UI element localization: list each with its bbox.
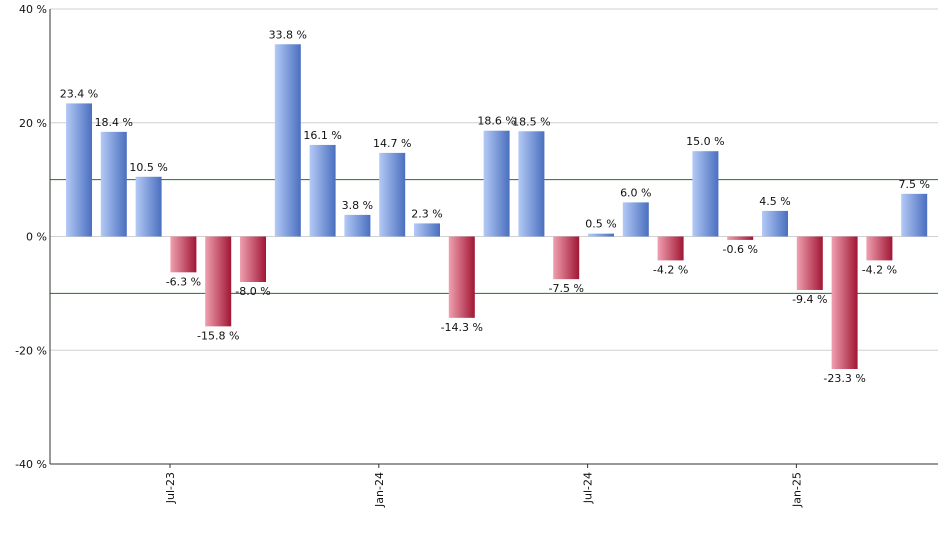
bar[interactable] xyxy=(657,236,684,261)
bar-value-label: -15.8 % xyxy=(197,329,239,342)
bar[interactable] xyxy=(483,130,510,237)
bar-value-label: 3.8 % xyxy=(342,199,373,212)
bar[interactable] xyxy=(796,236,823,290)
x-tick-label: Jan-25 xyxy=(790,472,803,508)
bar-value-label: 2.3 % xyxy=(411,207,442,220)
bar-value-label: 18.5 % xyxy=(512,115,550,128)
bar[interactable] xyxy=(448,236,475,318)
y-tick-label: -40 % xyxy=(15,458,47,471)
bar-value-label: -0.6 % xyxy=(722,243,757,256)
bar-value-label: 0.5 % xyxy=(585,218,616,231)
bar[interactable] xyxy=(622,202,649,237)
bar-value-label: 4.5 % xyxy=(759,195,790,208)
x-tick-label: Jul-24 xyxy=(582,472,595,504)
bar[interactable] xyxy=(518,131,545,237)
bar[interactable] xyxy=(831,236,858,370)
bar[interactable] xyxy=(588,233,614,237)
bar[interactable] xyxy=(414,223,440,237)
y-tick-label: -20 % xyxy=(15,344,47,357)
bar[interactable] xyxy=(309,144,336,237)
bar[interactable] xyxy=(344,214,371,237)
y-tick-label: 0 % xyxy=(26,231,47,244)
bar-value-label: -4.2 % xyxy=(862,263,897,276)
bar-value-label: -6.3 % xyxy=(166,275,201,288)
bar-value-label: 10.5 % xyxy=(129,161,167,174)
bar-value-label: 14.7 % xyxy=(373,137,411,150)
bar[interactable] xyxy=(205,236,232,327)
bar[interactable] xyxy=(901,193,928,237)
bar[interactable] xyxy=(274,44,301,237)
bar[interactable] xyxy=(170,236,197,273)
bar[interactable] xyxy=(379,152,406,237)
x-tick-label: Jul-23 xyxy=(164,472,177,504)
y-tick-label: 40 % xyxy=(19,3,47,16)
bar-value-label: 33.8 % xyxy=(269,28,307,41)
y-tick-label: 20 % xyxy=(19,117,47,130)
bar-value-label: 15.0 % xyxy=(686,135,724,148)
bar-value-label: -14.3 % xyxy=(441,321,483,334)
bar-value-label: 18.6 % xyxy=(477,115,515,128)
bar-value-label: 18.4 % xyxy=(95,116,133,129)
bar-value-label: 6.0 % xyxy=(620,186,651,199)
bar[interactable] xyxy=(866,236,893,261)
bar-value-label: -23.3 % xyxy=(823,372,865,385)
bar[interactable] xyxy=(100,131,127,237)
bar[interactable] xyxy=(66,103,92,237)
bar-value-label: 23.4 % xyxy=(60,87,98,100)
bar-value-label: -9.4 % xyxy=(792,293,827,306)
bar-value-label: -8.0 % xyxy=(235,285,270,298)
bar[interactable] xyxy=(727,236,754,240)
bar-value-label: 7.5 % xyxy=(898,178,929,191)
bar[interactable] xyxy=(762,210,788,237)
bar[interactable] xyxy=(240,236,266,283)
bar-value-label: -7.5 % xyxy=(548,282,583,295)
bar[interactable] xyxy=(692,151,719,237)
bar[interactable] xyxy=(135,176,162,237)
bar[interactable] xyxy=(553,236,580,280)
bar-value-label: 16.1 % xyxy=(303,129,341,142)
bar-value-label: -4.2 % xyxy=(653,263,688,276)
x-tick-label: Jan-24 xyxy=(373,472,386,508)
